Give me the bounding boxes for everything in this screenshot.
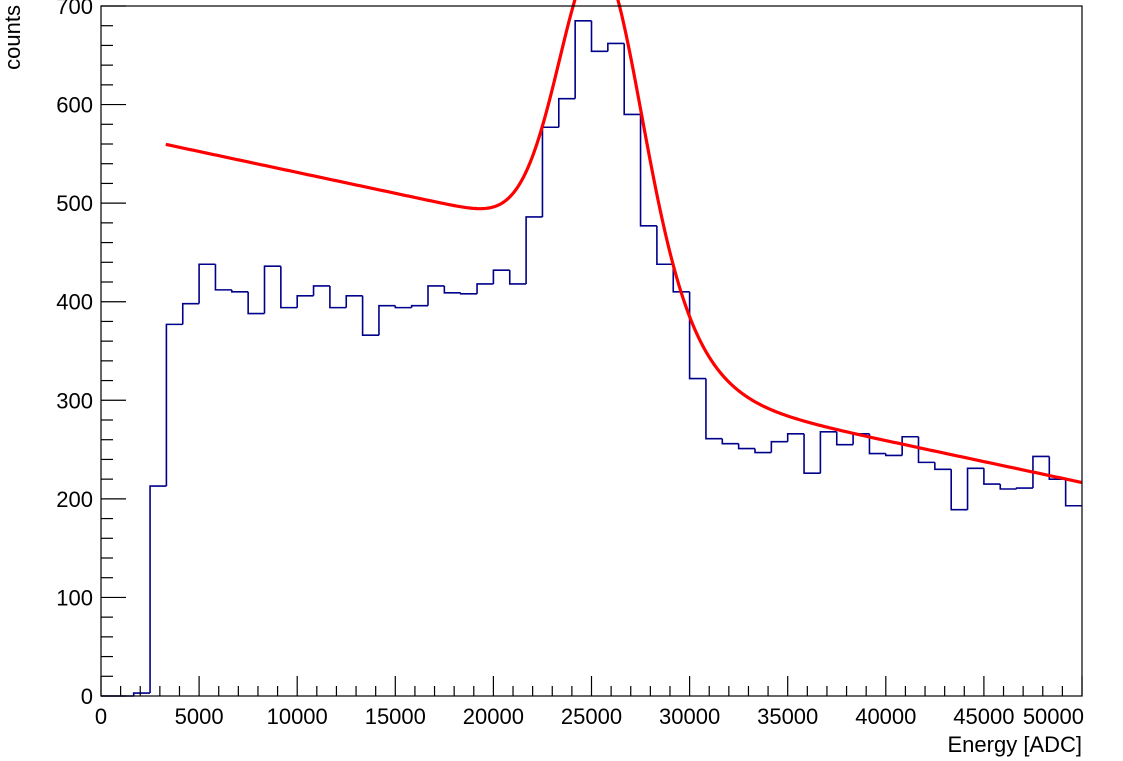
- histogram-bin: [934, 462, 952, 471]
- histogram-bin: [656, 225, 674, 266]
- histogram-bin: [803, 433, 821, 475]
- histogram-bin: [1032, 455, 1050, 489]
- histogram-bin: [394, 305, 412, 309]
- axes: 0 5000 10000 15000 20000 25000 30000 35000 40000…: [56, 0, 1084, 729]
- x-tick-label: 35000: [757, 704, 818, 729]
- histogram-bin: [165, 323, 183, 487]
- x-tick-label: 50000: [1023, 704, 1084, 729]
- y-tick-label: 600: [56, 93, 93, 118]
- histogram-bin: [443, 285, 461, 294]
- x-tick-label: 15000: [365, 704, 426, 729]
- histogram-bin: [557, 97, 576, 128]
- fit-curve: [165, 0, 1083, 485]
- histogram-bin: [492, 269, 510, 284]
- x-tick-label: 45000: [953, 704, 1014, 729]
- histogram-bin: [345, 295, 363, 308]
- x-tick-label: 25000: [561, 704, 622, 729]
- histogram-bin: [590, 20, 608, 53]
- histogram-bin: [983, 468, 1001, 485]
- y-tick-label: 400: [56, 290, 93, 315]
- y-tick-label: 0: [81, 684, 93, 709]
- histogram-bin: [950, 469, 968, 511]
- x-tick-label: 30000: [659, 704, 720, 729]
- histogram-bin: [721, 438, 739, 445]
- histogram-bin: [835, 431, 854, 446]
- histogram-bin: [280, 266, 298, 309]
- histogram-bin: [966, 467, 984, 510]
- histogram-bin: [476, 283, 494, 294]
- x-axis-title: Energy [ADC]: [948, 732, 1083, 757]
- y-tick-label: 200: [56, 487, 93, 512]
- histogram-bin: [607, 42, 625, 52]
- histogram-bin: [247, 291, 265, 315]
- histogram-bin: [737, 443, 755, 450]
- histogram-bin: [770, 440, 788, 453]
- y-tick-label: 700: [56, 0, 93, 19]
- histogram-bin: [672, 264, 690, 293]
- histogram-bin: [329, 285, 347, 309]
- histogram-bin: [901, 435, 919, 456]
- histogram-bin: [181, 302, 200, 325]
- histogram-bin: [819, 431, 837, 474]
- histogram-bin: [459, 292, 478, 295]
- histogram-bin: [378, 304, 396, 336]
- x-tick-label: 20000: [463, 704, 524, 729]
- y-tick-label: 500: [56, 191, 93, 216]
- histogram-bin: [917, 436, 935, 464]
- histogram-bin: [868, 433, 886, 455]
- plot-area: [101, 0, 1083, 697]
- histogram-bin: [410, 304, 429, 308]
- histogram-bin: [574, 19, 592, 99]
- histogram-bin: [296, 295, 314, 308]
- x-tick-label: 40000: [855, 704, 916, 729]
- histogram-bin: [231, 289, 249, 293]
- histogram-bin: [885, 453, 903, 457]
- histogram-bin: [132, 692, 151, 696]
- x-tick-label: 10000: [267, 704, 328, 729]
- histogram-bin: [198, 263, 216, 304]
- y-tick-label: 100: [56, 585, 93, 610]
- x-tick-label: 5000: [175, 704, 224, 729]
- histogram-bin: [705, 378, 723, 440]
- histogram-bin: [639, 114, 657, 227]
- histogram-bin: [263, 265, 281, 314]
- histogram-bin: [786, 433, 805, 442]
- histogram-bin: [623, 43, 641, 116]
- histogram-bin: [999, 484, 1017, 490]
- histogram-bin: [525, 216, 543, 284]
- histogram-bin: [1064, 479, 1082, 507]
- histogram-bin: [1015, 487, 1033, 489]
- histogram-bin: [361, 295, 379, 337]
- histogram-bin: [427, 285, 445, 306]
- y-axis-title: counts: [0, 5, 25, 70]
- histogram-bin: [312, 285, 330, 296]
- x-tick-label: 0: [95, 704, 107, 729]
- histogram-bin: [149, 485, 167, 694]
- histogram-bin: [508, 270, 527, 285]
- histogram-bin: [214, 264, 232, 291]
- y-tick-label: 300: [56, 388, 93, 413]
- histogram-bin: [754, 448, 772, 454]
